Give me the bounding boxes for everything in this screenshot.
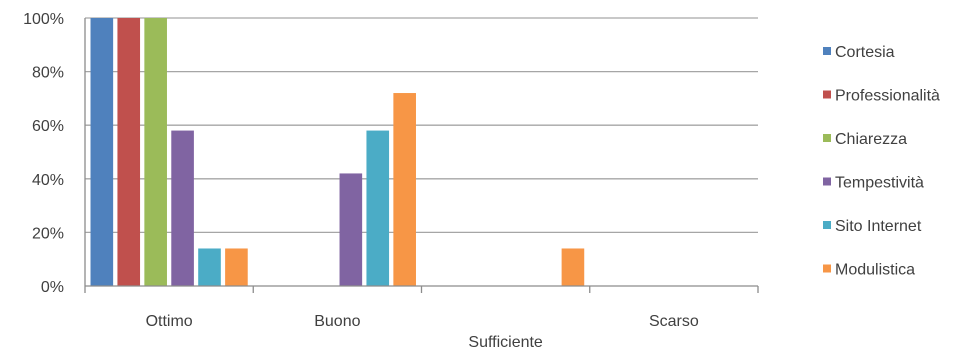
axes xyxy=(84,18,759,293)
gridlines xyxy=(85,17,758,234)
bar-4-1 xyxy=(366,130,390,286)
y-tick-label: 0% xyxy=(41,279,64,296)
legend-swatch xyxy=(823,264,831,273)
category-label: Ottimo xyxy=(146,313,193,330)
category-label: Buono xyxy=(314,313,360,330)
category-label: Sufficiente xyxy=(468,334,543,350)
legend-label: Tempestività xyxy=(835,175,924,192)
y-tick-label: 60% xyxy=(32,118,64,135)
bar-4-0 xyxy=(198,248,221,286)
bars xyxy=(90,18,585,286)
bar-3-1 xyxy=(339,173,363,286)
legend: Cortesia Professionalità Chiarezza Tempesti… xyxy=(823,44,940,279)
legend-swatch xyxy=(823,177,831,186)
legend-label: Chiarezza xyxy=(835,131,907,148)
legend-swatch xyxy=(823,47,831,55)
bar-5-0 xyxy=(225,248,248,286)
y-axis-ticks: 0% 20% 40% 60% 80% 100% xyxy=(23,11,64,296)
bar-0-0 xyxy=(90,18,114,286)
legend-label: Sito Internet xyxy=(835,218,922,235)
y-tick-label: 40% xyxy=(32,172,64,189)
legend-swatch xyxy=(823,221,831,229)
legend-swatch xyxy=(823,90,831,99)
x-axis-labels: Ottimo Buono Sufficiente Scarso xyxy=(146,313,699,350)
legend-label: Professionalità xyxy=(835,88,940,105)
y-tick-label: 20% xyxy=(32,225,64,242)
bar-5-2 xyxy=(561,248,585,286)
bar-5-1 xyxy=(393,93,416,286)
y-tick-label: 80% xyxy=(32,65,64,82)
bar-3-0 xyxy=(171,130,194,286)
bar-2-0 xyxy=(144,18,167,286)
bar-1-0 xyxy=(117,18,141,286)
legend-swatch xyxy=(823,134,831,142)
legend-label: Cortesia xyxy=(835,44,895,61)
y-tick-label: 100% xyxy=(23,11,64,28)
legend-label: Modulistica xyxy=(835,262,915,279)
category-label: Scarso xyxy=(649,313,699,330)
